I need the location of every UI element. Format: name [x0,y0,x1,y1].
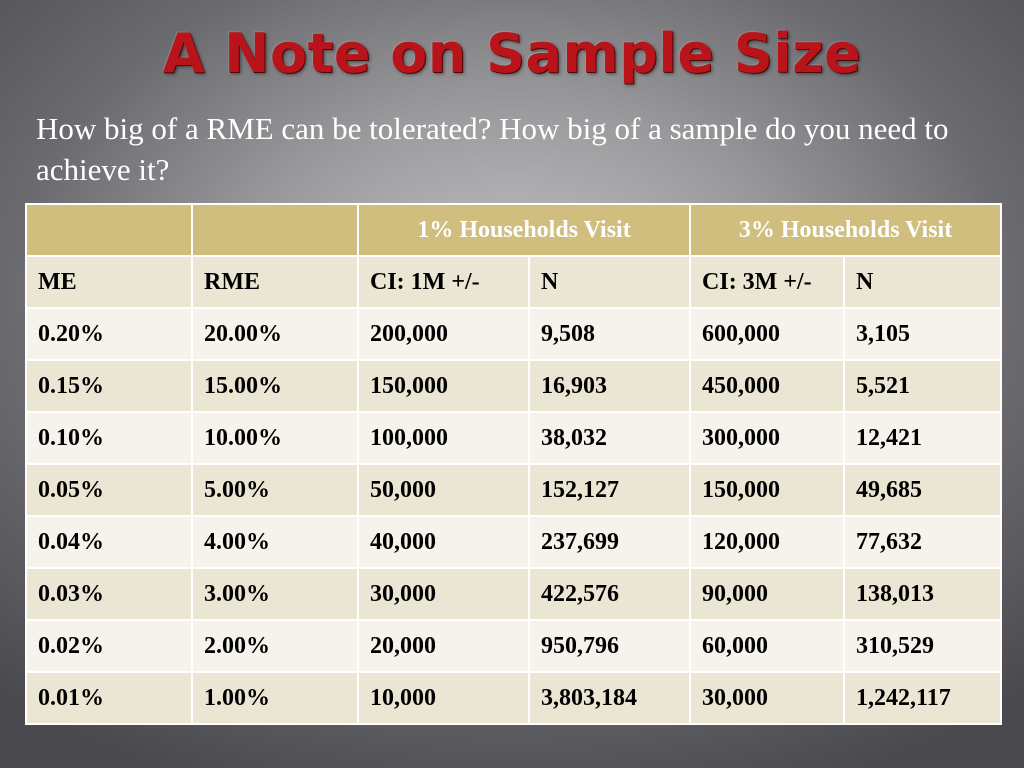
cell-rme: 20.00% [191,307,359,361]
column-header-rme: RME [191,255,359,309]
table-row: 0.03% 3.00% 30,000 422,576 90,000 138,013 [25,567,1003,621]
cell-ci-1m: 50,000 [357,463,530,517]
cell-ci-3m: 30,000 [689,671,846,725]
group-header-1pct: 1% Households Visit [356,203,692,257]
table-row: 0.10% 10.00% 100,000 38,032 300,000 12,421 [25,411,1003,465]
group-header-empty-2 [191,203,359,257]
table-header: 1% Households Visit 3% Households Visit [25,203,1003,257]
cell-rme: 3.00% [191,567,359,621]
column-header-n-1pct: N [527,255,692,309]
cell-ci-3m: 300,000 [689,411,846,465]
cell-ci-1m: 40,000 [357,515,530,569]
cell-me: 0.01% [25,671,193,725]
cell-n-3pct: 1,242,117 [843,671,1003,725]
table-row: 0.20% 20.00% 200,000 9,508 600,000 3,105 [25,307,1003,361]
table-row: 0.05% 5.00% 50,000 152,127 150,000 49,685 [25,463,1003,517]
cell-n-1pct: 950,796 [527,619,692,673]
table-row: 0.01% 1.00% 10,000 3,803,184 30,000 1,242,117 [25,671,1003,725]
table-row: 0.04% 4.00% 40,000 237,699 120,000 77,632 [25,515,1003,569]
cell-ci-1m: 200,000 [357,307,530,361]
column-header-row: ME RME CI: 1M +/- N CI: 3M +/- N [25,255,1003,309]
cell-n-1pct: 3,803,184 [527,671,692,725]
slide-subtitle: How big of a RME can be tolerated? How b… [36,111,949,187]
cell-rme: 10.00% [191,411,359,465]
table-row: 0.15% 15.00% 150,000 16,903 450,000 5,521 [25,359,1003,413]
cell-rme: 4.00% [191,515,359,569]
cell-me: 0.20% [25,307,193,361]
cell-ci-3m: 120,000 [689,515,846,569]
table-row: 0.02% 2.00% 20,000 950,796 60,000 310,529 [25,619,1003,673]
cell-n-1pct: 16,903 [527,359,692,413]
cell-n-3pct: 12,421 [843,411,1003,465]
table-body: ME RME CI: 1M +/- N CI: 3M +/- N 0.20% 20… [25,255,1003,725]
cell-n-1pct: 38,032 [527,411,692,465]
cell-n-3pct: 310,529 [843,619,1003,673]
column-header-ci-3m: CI: 3M +/- [689,255,846,309]
cell-ci-3m: 600,000 [689,307,846,361]
slide-title: A Note on Sample Size [162,22,862,85]
cell-n-3pct: 138,013 [843,567,1003,621]
cell-n-1pct: 237,699 [527,515,692,569]
cell-me: 0.05% [25,463,193,517]
cell-me: 0.15% [25,359,193,413]
cell-ci-1m: 10,000 [357,671,530,725]
cell-ci-1m: 30,000 [357,567,530,621]
cell-me: 0.03% [25,567,193,621]
cell-n-3pct: 49,685 [843,463,1003,517]
cell-ci-3m: 90,000 [689,567,846,621]
cell-n-3pct: 5,521 [843,359,1003,413]
cell-ci-1m: 100,000 [357,411,530,465]
cell-n-3pct: 77,632 [843,515,1003,569]
cell-me: 0.02% [25,619,193,673]
cell-ci-3m: 60,000 [689,619,846,673]
cell-n-1pct: 152,127 [527,463,692,517]
cell-me: 0.10% [25,411,193,465]
cell-me: 0.04% [25,515,193,569]
cell-n-1pct: 422,576 [527,567,692,621]
column-header-n-3pct: N [843,255,1003,309]
cell-rme: 15.00% [191,359,359,413]
group-header-empty-1 [25,203,193,257]
column-header-me: ME [25,255,193,309]
group-header-row: 1% Households Visit 3% Households Visit [25,203,1003,257]
cell-rme: 2.00% [191,619,359,673]
cell-n-3pct: 3,105 [843,307,1003,361]
sample-size-table: 1% Households Visit 3% Households Visit … [25,203,1003,725]
group-header-3pct: 3% Households Visit [689,203,1003,257]
cell-rme: 5.00% [191,463,359,517]
cell-ci-3m: 150,000 [689,463,846,517]
column-header-ci-1m: CI: 1M +/- [357,255,530,309]
cell-ci-1m: 150,000 [357,359,530,413]
cell-ci-3m: 450,000 [689,359,846,413]
cell-ci-1m: 20,000 [357,619,530,673]
cell-rme: 1.00% [191,671,359,725]
cell-n-1pct: 9,508 [527,307,692,361]
